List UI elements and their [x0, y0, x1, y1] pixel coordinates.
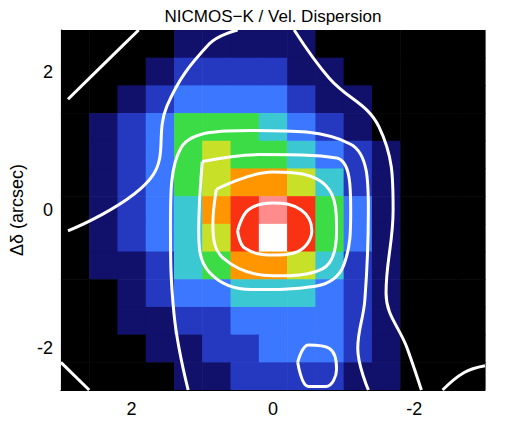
svg-text:2: 2	[127, 399, 137, 419]
svg-text:NICMOS−K / Vel. Dispersion: NICMOS−K / Vel. Dispersion	[165, 7, 382, 26]
svg-text:0: 0	[43, 200, 53, 220]
svg-text:2: 2	[43, 62, 53, 82]
svg-text:Δδ (arcsec): Δδ (arcsec)	[7, 164, 27, 256]
svg-text:-2: -2	[406, 399, 422, 419]
svg-text:-2: -2	[37, 338, 53, 358]
svg-text:0: 0	[268, 399, 278, 419]
